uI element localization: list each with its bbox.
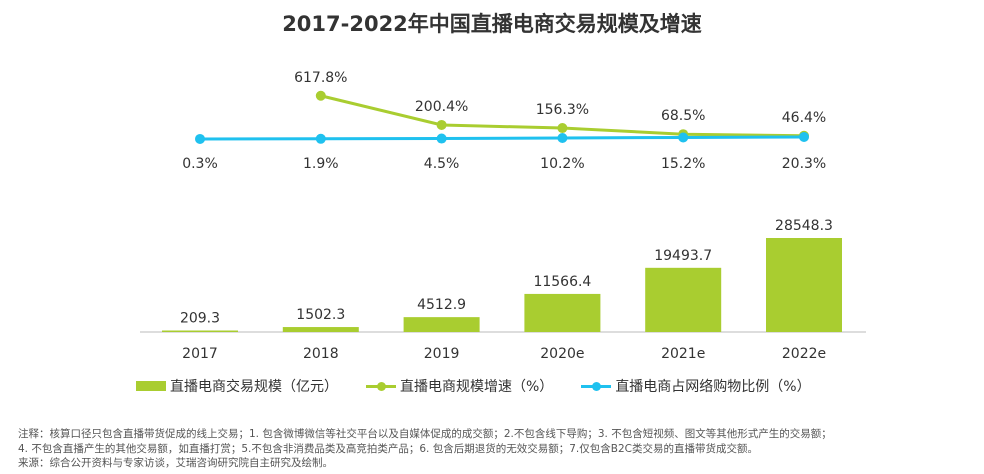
line-point [557,123,568,134]
bar [162,330,238,332]
point-label: 10.2% [540,156,584,172]
point-label: 1.9% [303,156,339,172]
legend-item-bar[interactable]: 直播电商交易规模（亿元） [136,376,338,396]
bar-label: 4512.9 [417,297,466,313]
bar [645,267,722,332]
bar [766,238,842,332]
point-label: 46.4% [782,110,826,126]
bar-label: 19493.7 [654,248,712,264]
bar-label: 209.3 [180,311,220,327]
x-tick-label: 2021e [661,346,705,362]
bar [524,293,601,332]
legend-item-share[interactable]: 直播电商占网络购物比例（%） [581,376,811,396]
line-point [557,132,568,143]
point-label: 156.3% [536,102,589,118]
source-line: 来源：综合公开资料与专家访谈，艾瑞咨询研究院自主研究及绘制。 [18,457,333,469]
bar [403,317,480,332]
line-swatch [366,381,396,391]
bar-label: 11566.4 [533,274,591,290]
line-point [799,131,809,142]
chart-title: 2017-2022年中国直播电商交易规模及增速 [282,12,702,36]
x-tick-label: 2017 [182,346,218,362]
note-line: 4. 不包含直播产生的其他交易额，如直播打赏；5.不包含非消费品类及高竞拍类产品… [18,442,758,455]
line-point [315,133,326,144]
legend-label: 直播电商规模增速（%） [400,379,554,395]
point-label: 200.4% [415,99,468,115]
x-tick-label: 2018 [303,346,339,362]
footnotes: 注释：核算口径只包含直播带货促成的线上交易；1. 包含微博微信等社交平台以及自媒… [18,427,832,471]
point-label: 0.3% [182,156,218,172]
line-point [436,119,447,130]
legend-label: 直播电商占网络购物比例（%） [615,379,811,395]
point-label: 15.2% [661,156,705,172]
line-point [678,132,689,143]
legend: 直播电商交易规模（亿元） 直播电商规模增速（%） 直播电商占网络购物比例（%） [136,376,811,396]
x-tick-label: 2022e [782,346,826,362]
line-point [315,90,326,101]
legend-item-growth[interactable]: 直播电商规模增速（%） [366,376,553,396]
legend-label: 直播电商交易规模（亿元） [170,379,338,395]
x-tick-label: 2020e [540,346,584,362]
point-label: 617.8% [294,70,347,86]
bar-label: 1502.3 [296,307,345,323]
point-label: 20.3% [782,156,826,172]
line-point [195,133,205,144]
bar-label: 28548.3 [775,218,833,234]
line-point [436,133,447,144]
series-line [199,135,805,141]
bar-swatch [136,381,166,391]
point-label: 68.5% [661,108,705,124]
x-tick-label: 2019 [424,346,460,362]
line-swatch [581,381,612,391]
point-label: 4.5% [424,156,460,172]
note-line: 注释：核算口径只包含直播带货促成的线上交易；1. 包含微博微信等社交平台以及自媒… [18,428,832,440]
bar [282,327,359,332]
